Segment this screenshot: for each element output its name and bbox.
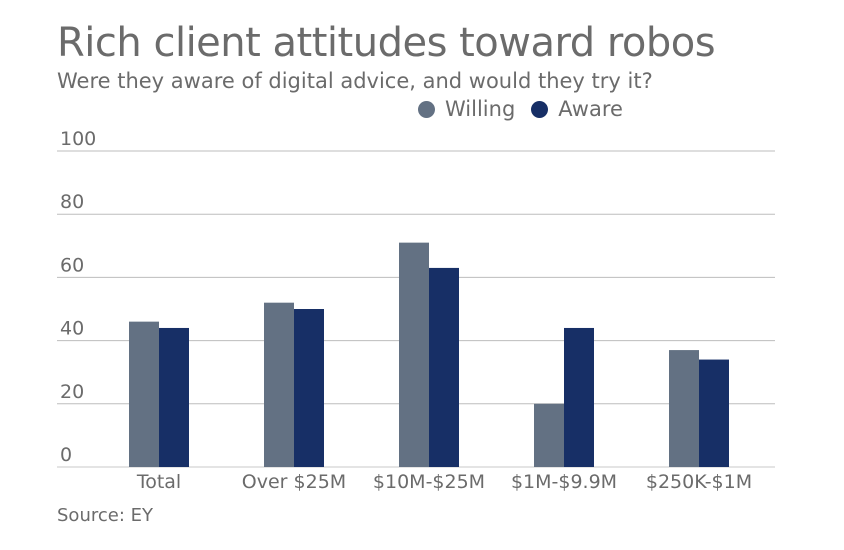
bar-willing-1 <box>264 302 294 467</box>
legend-swatch-aware <box>531 100 549 118</box>
bar-aware-0 <box>159 327 189 467</box>
bar-aware-4 <box>699 359 729 467</box>
bar-aware-2 <box>429 267 459 467</box>
legend-item-willing: Willing <box>418 97 515 121</box>
legend-label-willing: Willing <box>445 97 516 121</box>
x-tick-label-1: Over $25M <box>242 471 346 493</box>
y-tick-label-40: 40 <box>60 318 84 340</box>
x-tick-label-2: $10M-$25M <box>373 471 485 493</box>
y-tick-label-20: 20 <box>60 381 84 403</box>
chart-title: Rich client attitudes toward robos <box>57 20 716 66</box>
bar-aware-3 <box>564 327 594 467</box>
x-tick-label-3: $1M-$9.9M <box>511 471 617 493</box>
y-tick-label-100: 100 <box>60 128 96 150</box>
chart-subtitle: Were they aware of digital advice, and w… <box>57 69 653 93</box>
bar-willing-4 <box>669 350 699 467</box>
bar-willing-2 <box>399 242 429 467</box>
bar-willing-3 <box>534 403 564 467</box>
y-tick-label-0: 0 <box>60 444 72 466</box>
legend: Willing Aware <box>418 97 639 121</box>
y-tick-label-80: 80 <box>60 191 84 213</box>
legend-label-aware: Aware <box>558 97 623 121</box>
bar-willing-0 <box>129 321 159 467</box>
y-tick-label-60: 60 <box>60 254 84 276</box>
source-note: Source: EY <box>57 505 153 526</box>
legend-item-aware: Aware <box>531 97 623 121</box>
x-tick-label-0: Total <box>136 471 181 493</box>
x-tick-label-4: $250K-$1M <box>646 471 752 493</box>
bar-aware-1 <box>294 309 324 467</box>
legend-swatch-willing <box>418 100 435 118</box>
